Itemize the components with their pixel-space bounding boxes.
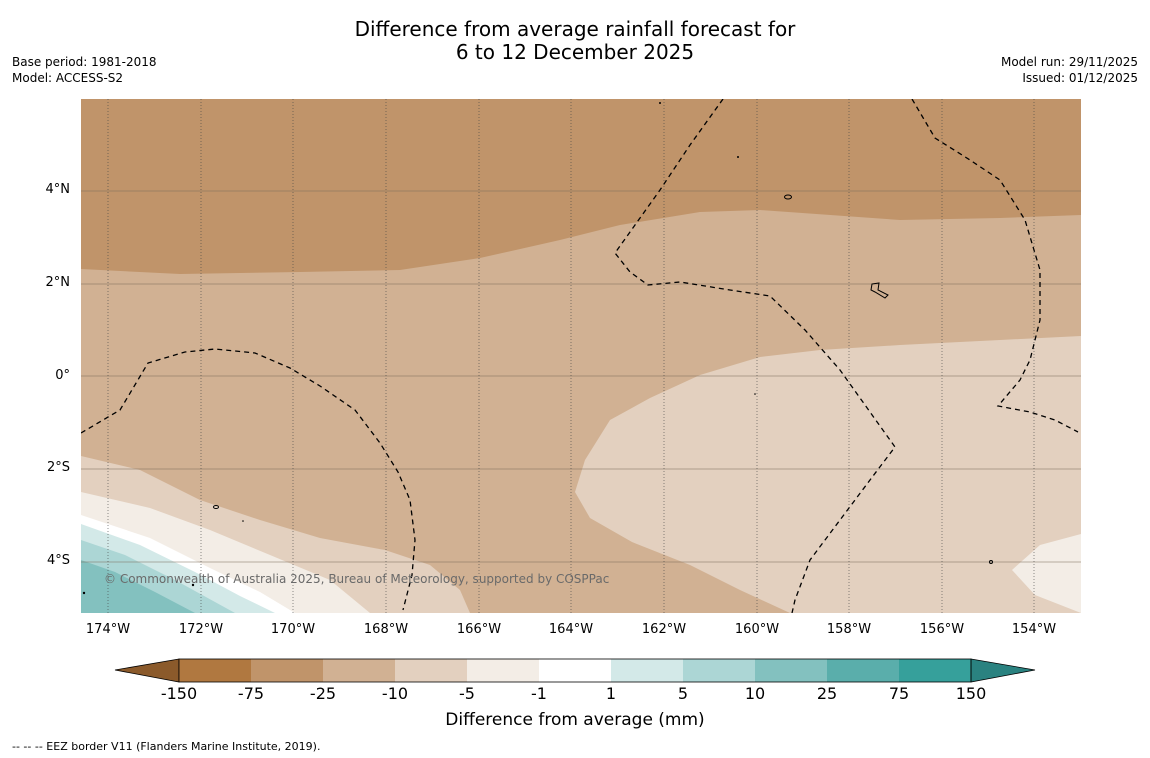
colorbar-label-75: 75: [888, 684, 910, 703]
colorbar-segment-minus25-to-minus10: [323, 659, 395, 682]
colorbar-outline: [178, 658, 972, 683]
islands: [213, 194, 993, 564]
model-text: Model: ACCESS-S2: [12, 71, 124, 85]
islet-5: [191, 583, 195, 587]
lon-label-168w: 168°W: [363, 622, 409, 637]
colorbar-label-minus25: -25: [309, 684, 337, 703]
colorbar-segment-75-to-150: [899, 659, 971, 682]
meta-left: Base period: 1981-2018 Model: ACCESS-S2: [12, 54, 157, 86]
chart-title: Difference from average rainfall forecas…: [0, 18, 1150, 64]
title-line-2: 6 to 12 December 2025: [455, 40, 695, 64]
colorbar-label-minus150: -150: [160, 684, 198, 703]
model-run-text: Model run: 29/11/2025: [1000, 55, 1138, 69]
colorbar-label-150: 150: [955, 684, 987, 703]
rainfall-anomaly-fields: [81, 99, 1081, 613]
colorbar-segment-minus1-to-1: [539, 659, 611, 682]
islet-2: [737, 156, 739, 158]
colorbar-label-minus10: -10: [381, 684, 409, 703]
colorbar-label-5: 5: [677, 684, 689, 703]
colorbar: [114, 658, 1036, 683]
colorbar-label-minus75: -75: [237, 684, 265, 703]
field-minus5-to-minus10-east: [575, 336, 1081, 613]
lat-label-2s: 2°S: [46, 460, 70, 475]
island-southwest: [213, 505, 219, 509]
eez-border-east: [911, 99, 1079, 433]
colorbar-segment-10-to-25: [755, 659, 827, 682]
islet-6: [82, 591, 86, 595]
island-north: [784, 194, 792, 200]
rainfall-map: [81, 99, 1081, 613]
copyright-text: © Commonwealth of Australia 2025, Bureau…: [104, 572, 610, 586]
lat-label-4s: 4°S: [46, 553, 70, 568]
eez-border-central: [614, 99, 896, 613]
colorbar-segment-minus150-to-minus75: [179, 659, 251, 682]
colorbar-segment-minus10-to-minus5: [395, 659, 467, 682]
lon-label-160w: 160°W: [734, 622, 780, 637]
island-southeast: [989, 560, 993, 564]
islet-3: [754, 393, 756, 395]
colorbar-extend-high: [970, 658, 1036, 683]
colorbar-title: Difference from average (mm): [445, 710, 705, 730]
colorbar-label-1: 1: [605, 684, 617, 703]
lon-label-156w: 156°W: [919, 622, 965, 637]
lon-label-166w: 166°W: [456, 622, 502, 637]
colorbar-segment-25-to-75: [827, 659, 899, 682]
base-period-text: Base period: 1981-2018: [12, 55, 157, 69]
eez-legend-note: -- -- -- EEZ border V11 (Flanders Marine…: [12, 740, 321, 753]
colorbar-segment-1-to-5: [611, 659, 683, 682]
lat-label-2n: 2°N: [45, 275, 71, 290]
latitude-gridlines: [81, 190, 1081, 563]
small-islets: [82, 102, 756, 595]
colorbar-label-minus1: -1: [531, 684, 547, 703]
meta-right: Model run: 29/11/2025 Issued: 01/12/2025: [1001, 54, 1138, 86]
colorbar-extend-low: [114, 658, 180, 683]
colorbar-label-25: 25: [816, 684, 838, 703]
field-10-to-25-southwest: [81, 560, 195, 613]
lon-label-162w: 162°W: [641, 622, 687, 637]
lon-label-164w: 164°W: [548, 622, 594, 637]
lon-label-170w: 170°W: [270, 622, 316, 637]
eez-border-west: [81, 348, 416, 611]
lat-label-0: 0°: [55, 368, 70, 383]
islet-4: [242, 520, 244, 522]
lon-label-154w: 154°W: [1011, 622, 1057, 637]
issued-text: Issued: 01/12/2025: [1022, 71, 1138, 85]
title-line-1: Difference from average rainfall forecas…: [354, 17, 796, 41]
colorbar-segment-minus5-to-minus1: [467, 659, 539, 682]
islet-1: [659, 102, 661, 104]
field-minus1-to-minus5-east: [1012, 534, 1081, 613]
colorbar-segment-5-to-10: [683, 659, 755, 682]
eez-borders: [81, 99, 1079, 613]
lon-label-172w: 172°W: [178, 622, 224, 637]
colorbar-label-10: 10: [744, 684, 766, 703]
lon-label-174w: 174°W: [85, 622, 131, 637]
island-kiritimati: [870, 282, 889, 299]
lon-label-158w: 158°W: [826, 622, 872, 637]
lat-label-4n: 4°N: [45, 182, 71, 197]
field-minus25-to-minus75-north: [81, 99, 1081, 274]
colorbar-label-minus5: -5: [459, 684, 475, 703]
colorbar-segment-minus75-to-minus25: [251, 659, 323, 682]
